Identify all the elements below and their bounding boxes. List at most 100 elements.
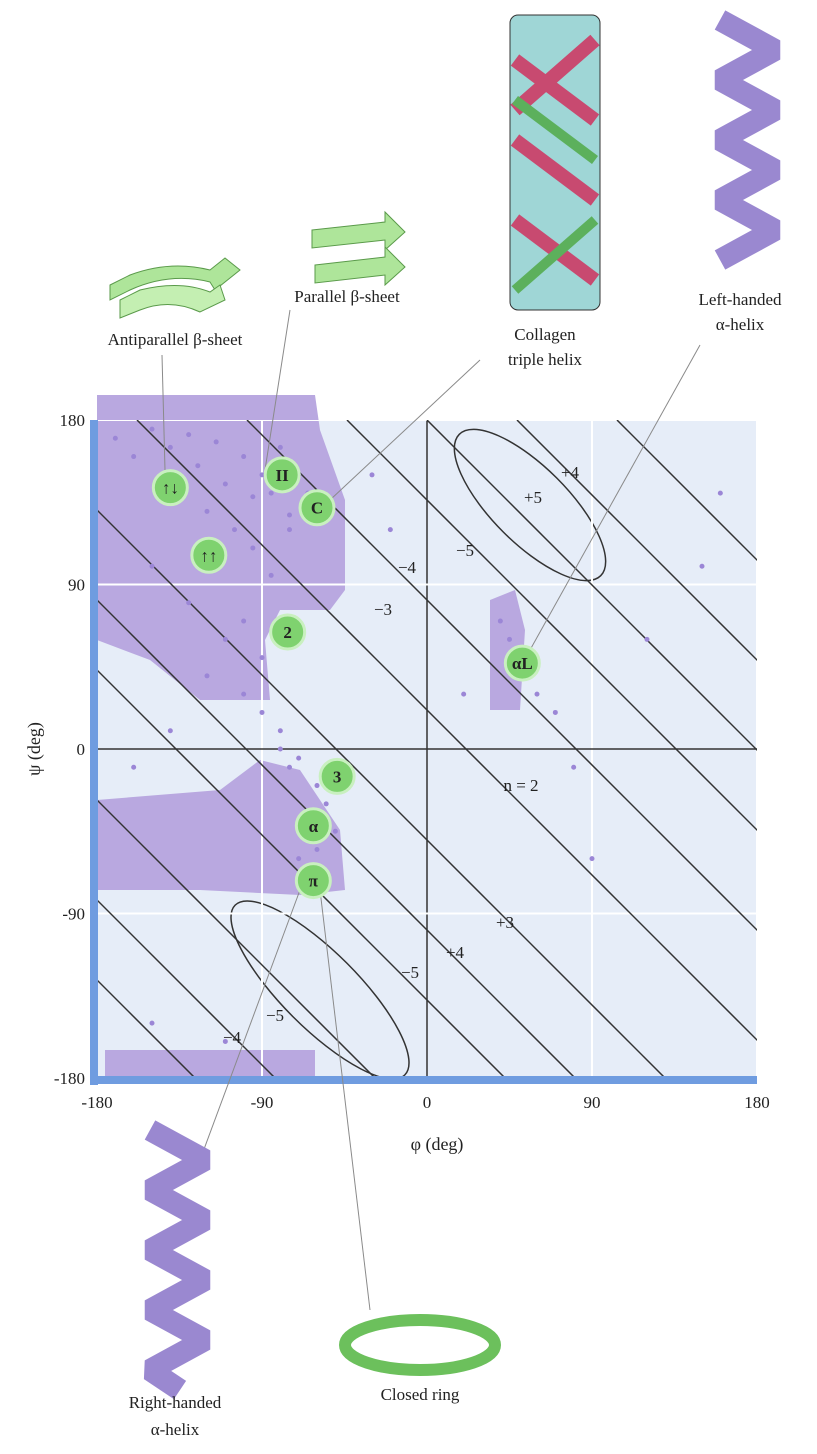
ring [339,1314,501,1376]
collagen-strand [511,96,599,294]
frame [90,420,98,1085]
marker [294,807,332,845]
y-tick-label: 0 [77,740,86,759]
point [149,563,155,569]
point [497,618,503,624]
point [571,764,577,770]
y-tick-label: -90 [62,905,85,924]
region [105,1050,315,1078]
point [149,1020,155,1026]
point [369,472,375,478]
contour-label: +3 [496,913,514,932]
point [277,728,283,734]
contour-label: +4 [446,943,465,962]
point [241,691,247,697]
contour [426,420,757,752]
marker-label: αL [512,654,533,673]
annotation: α-helix [151,1420,200,1439]
point [296,856,302,862]
x-tick-label: 0 [423,1093,432,1112]
contour [616,420,757,562]
helix [143,1120,211,1400]
marker-label: ↑↑ [200,546,217,565]
illustrations [109,10,781,1400]
leader [161,354,166,471]
point [167,444,173,450]
contour [246,420,757,932]
point [277,746,283,752]
point [699,563,705,569]
contour-label: −4 [398,558,417,577]
point [534,691,540,697]
marker [298,489,336,527]
point [149,426,155,432]
marker [190,536,228,574]
point [195,463,201,469]
marker [294,862,332,900]
point [186,432,192,438]
annotation: Right-handed [129,1393,222,1412]
point [186,600,192,606]
point [250,545,256,551]
x-tick-label: 180 [744,1093,770,1112]
contour [97,898,277,1078]
x-tick-label: -90 [251,1093,274,1112]
point [287,764,292,770]
y-tick-label: 180 [60,411,86,430]
point [204,673,210,679]
annotation: α-helix [716,315,765,334]
contour-label: −4 [223,1028,242,1047]
contour [97,508,667,1078]
point [259,709,265,715]
point [268,572,274,578]
marker [263,456,301,494]
point [222,1038,228,1044]
point [323,801,329,807]
point [131,764,137,770]
point [332,828,338,834]
point [241,454,247,460]
point [644,636,650,642]
marker-label: 2 [283,623,292,642]
point [314,783,320,789]
point [314,847,320,853]
marker [503,644,541,682]
point [259,472,265,478]
annotation: Antiparallel β-sheet [108,330,243,349]
contour-label: n = 2 [503,776,538,795]
contour-label: −5 [456,541,474,560]
point [507,636,512,642]
sheet-arrow [109,257,241,301]
annotation: triple helix [508,350,583,369]
point [222,481,228,487]
x-axis-label: φ (deg) [411,1134,464,1155]
sheet-arrow [314,245,406,287]
leader [319,889,371,1311]
contour [97,978,197,1078]
contour [453,428,607,582]
contour [516,420,757,662]
point [287,527,292,533]
point [213,439,219,445]
collagen-strand [510,34,600,286]
sheet-arrow [311,210,406,252]
contour [230,900,410,1078]
y-tick-label: 90 [68,576,85,595]
marker [151,469,189,507]
contour [346,420,757,832]
leader [199,889,301,1161]
point [287,512,292,518]
annotation: Closed ring [381,1385,460,1404]
y-tick-label: -180 [54,1069,85,1088]
x-tick-label: 90 [584,1093,601,1112]
contour-label: −5 [266,1006,284,1025]
point [250,494,256,500]
leader [329,359,481,501]
point [131,454,137,460]
annotation: Left-handed [698,290,782,309]
point [296,755,302,761]
marker-label: ↑↓ [162,479,179,498]
point [277,444,283,450]
point [552,709,558,715]
contour-label: +4 [561,463,580,482]
